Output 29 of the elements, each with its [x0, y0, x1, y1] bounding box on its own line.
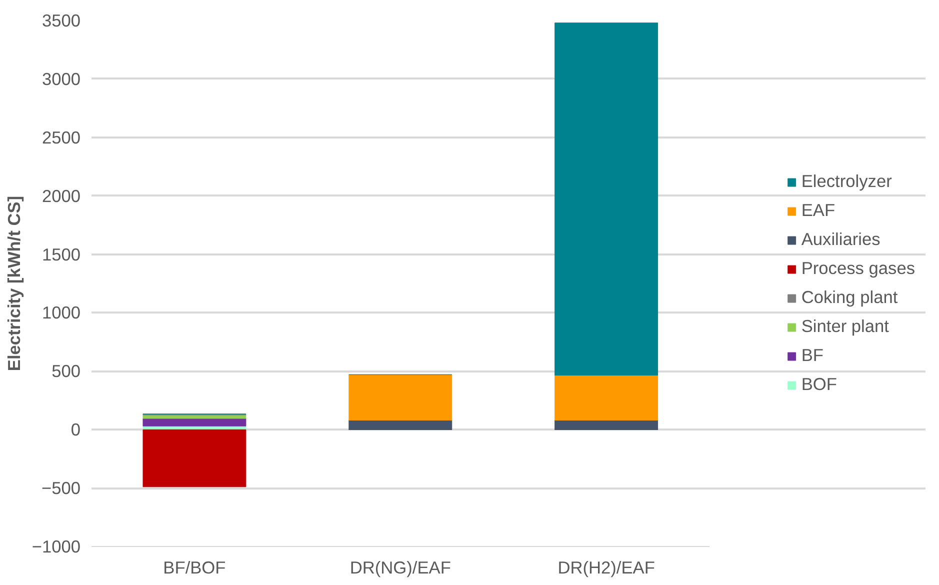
- y-tick-label: 2000: [42, 186, 81, 206]
- legend-label: Sinter plant: [801, 316, 889, 337]
- legend-label: EAF: [801, 200, 836, 221]
- y-axis-title: Electricity [kWh/t CS]: [4, 196, 24, 372]
- y-tick-label: 500: [52, 361, 81, 382]
- y-tick-label: 3000: [42, 68, 81, 89]
- x-tick-label: DR(NG)/EAF: [350, 558, 451, 578]
- legend-label: BOF: [801, 374, 837, 395]
- bar: [142, 418, 246, 426]
- y-tick-label: 2500: [42, 127, 81, 148]
- legend-label: Auxiliaries: [801, 229, 880, 250]
- bar: [554, 420, 658, 430]
- bar: [554, 375, 658, 421]
- bar: [554, 22, 658, 376]
- bar: [348, 420, 452, 430]
- legend-label: Process gases: [801, 258, 915, 279]
- x-tick-label: DR(H2)/EAF: [558, 558, 655, 578]
- y-tick-label: 1000: [42, 302, 81, 323]
- legend-label: Coking plant: [801, 287, 898, 308]
- x-tick-label: BF/BOF: [163, 558, 226, 578]
- y-tick-label: −1000: [32, 536, 81, 556]
- legend-label: Electrolyzer: [801, 171, 892, 192]
- y-tick-label: −500: [41, 478, 80, 498]
- bar: [348, 374, 452, 421]
- y-tick-label: 1500: [42, 244, 81, 264]
- legend-label: BF: [801, 345, 824, 366]
- bar: [142, 429, 246, 488]
- y-tick-label: 0: [70, 420, 81, 440]
- y-tick-label: 3500: [42, 10, 81, 30]
